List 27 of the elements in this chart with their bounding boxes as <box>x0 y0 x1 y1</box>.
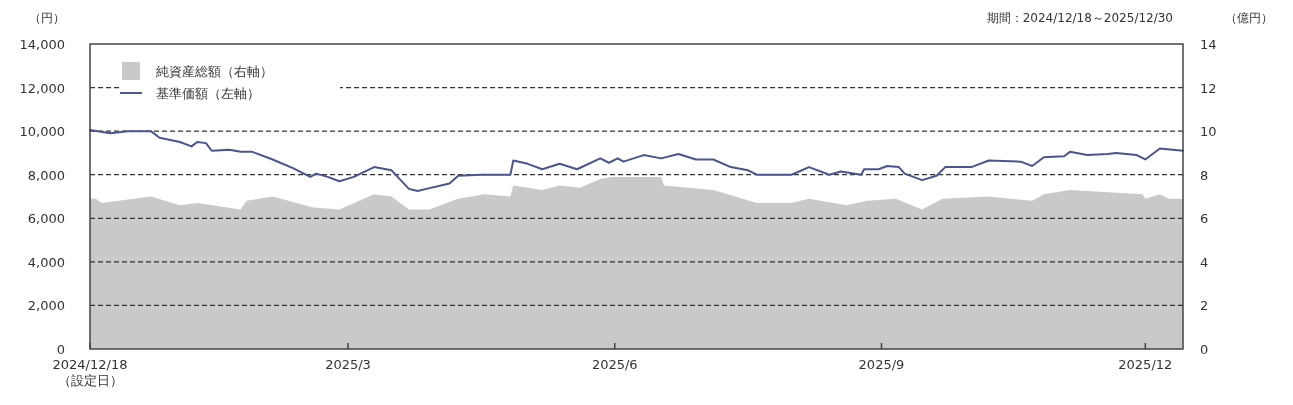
y-tick-label: 4,000 <box>27 254 65 270</box>
y-tick-label: 14,000 <box>19 37 65 52</box>
y-tick-label: 8,000 <box>27 167 65 183</box>
x-tick-label: 2025/3 <box>325 357 371 372</box>
x-tick-label: 2025/9 <box>858 357 905 372</box>
y2-axis-title: （億円） <box>1225 11 1273 25</box>
y-tick-label: 10,000 <box>19 124 65 140</box>
x-tick-label: 2025/6 <box>591 357 638 372</box>
y2-tick-label: 14 <box>1200 37 1217 52</box>
x-tick-label: 2025/12 <box>1118 357 1173 372</box>
y2-tick-label: 0 <box>1200 342 1209 357</box>
y2-tick-label: 8 <box>1200 167 1209 183</box>
y-tick-label: 2,000 <box>27 298 65 314</box>
y2-tick-label: 4 <box>1200 254 1209 270</box>
text: 期間：2024/12/18～2025/12/30 <box>986 11 1173 25</box>
y2-tick-label: 12 <box>1200 80 1217 96</box>
line-series <box>89 129 1184 193</box>
legend-label: 純資産総額（右軸） <box>156 64 273 79</box>
y2-tick-label: 6 <box>1200 211 1209 227</box>
x-tick-label: 2024/12/18 （設定日） <box>52 357 128 388</box>
y-axis-title: （円） <box>29 11 65 25</box>
legend-label: 基準価額（左軸） <box>156 86 260 101</box>
y2-tick-label: 2 <box>1200 298 1209 314</box>
y-tick-label: 12,000 <box>19 80 65 96</box>
y-tick-label: 0 <box>56 342 65 357</box>
y-tick-label: 6,000 <box>27 211 65 227</box>
y2-tick-label: 10 <box>1200 124 1217 140</box>
